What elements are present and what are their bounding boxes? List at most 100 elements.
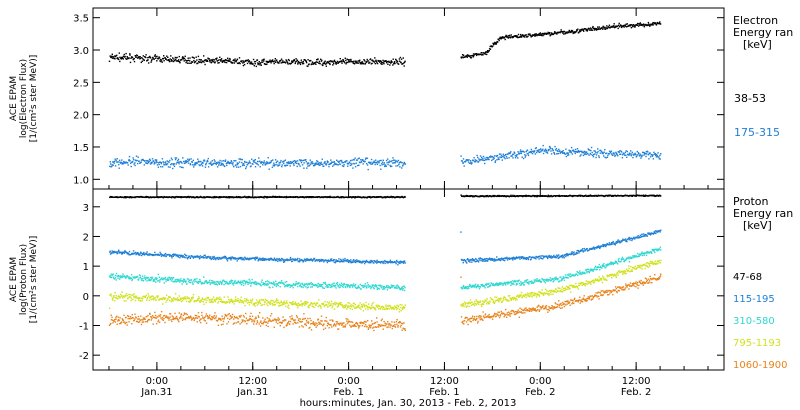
data-point bbox=[189, 57, 191, 59]
data-point bbox=[226, 59, 228, 62]
data-point bbox=[175, 279, 177, 281]
data-point bbox=[606, 265, 608, 267]
data-point bbox=[292, 61, 294, 64]
data-point bbox=[588, 272, 590, 274]
data-point bbox=[526, 282, 528, 284]
data-point bbox=[467, 195, 470, 197]
data-point bbox=[361, 262, 363, 264]
data-point bbox=[151, 278, 153, 280]
data-point bbox=[547, 257, 549, 260]
data-point bbox=[230, 279, 232, 281]
data-point bbox=[637, 154, 639, 156]
data-point bbox=[120, 251, 122, 254]
data-point bbox=[563, 277, 565, 279]
data-point bbox=[564, 31, 566, 33]
data-point bbox=[259, 166, 261, 168]
data-point bbox=[559, 31, 561, 34]
data-point bbox=[507, 195, 509, 197]
data-point bbox=[381, 285, 383, 287]
data-point bbox=[199, 257, 201, 259]
data-point bbox=[534, 34, 537, 36]
data-point bbox=[187, 278, 189, 280]
data-point bbox=[394, 159, 396, 161]
data-point bbox=[256, 256, 258, 258]
data-point bbox=[504, 38, 506, 41]
data-point bbox=[318, 163, 320, 166]
data-point bbox=[464, 286, 466, 288]
data-point bbox=[543, 255, 546, 258]
data-point bbox=[649, 234, 652, 236]
data-point bbox=[118, 58, 120, 61]
data-point bbox=[247, 281, 249, 284]
data-point bbox=[571, 251, 573, 253]
data-point bbox=[360, 261, 362, 263]
data-point bbox=[474, 161, 477, 163]
data-point bbox=[245, 166, 248, 168]
data-point bbox=[257, 63, 259, 66]
data-point bbox=[465, 261, 467, 263]
data-point bbox=[566, 32, 568, 34]
data-point bbox=[310, 63, 313, 65]
data-point bbox=[539, 279, 541, 281]
data-point bbox=[582, 154, 585, 157]
data-point bbox=[560, 255, 563, 257]
data-point bbox=[310, 59, 312, 62]
data-point bbox=[332, 259, 334, 262]
data-point bbox=[466, 288, 469, 290]
data-point bbox=[134, 162, 136, 164]
data-point bbox=[246, 62, 249, 65]
data-point bbox=[396, 260, 398, 263]
data-point bbox=[488, 286, 490, 288]
data-point bbox=[569, 151, 571, 153]
data-point bbox=[295, 196, 298, 198]
data-point bbox=[267, 282, 269, 285]
data-point bbox=[504, 259, 506, 262]
data-point bbox=[519, 282, 521, 285]
data-point bbox=[207, 57, 209, 59]
data-point bbox=[115, 272, 118, 275]
data-point bbox=[511, 257, 513, 260]
data-point bbox=[243, 164, 245, 166]
data-point bbox=[218, 164, 220, 166]
data-point bbox=[262, 164, 264, 166]
data-point bbox=[385, 62, 388, 64]
data-point bbox=[396, 259, 398, 262]
data-point bbox=[387, 285, 389, 287]
data-point bbox=[531, 280, 533, 282]
data-point bbox=[140, 159, 143, 161]
data-point bbox=[124, 276, 126, 278]
data-point bbox=[147, 161, 149, 163]
data-point bbox=[297, 196, 299, 199]
data-point bbox=[121, 56, 123, 59]
data-point bbox=[328, 60, 330, 62]
data-point bbox=[352, 283, 355, 285]
data-point bbox=[174, 60, 176, 62]
data-point bbox=[529, 34, 532, 37]
data-point bbox=[142, 55, 144, 57]
data-point bbox=[396, 287, 399, 289]
data-point bbox=[596, 28, 598, 30]
data-point bbox=[550, 150, 552, 152]
data-point bbox=[475, 53, 477, 55]
data-point bbox=[382, 287, 384, 289]
data-point bbox=[324, 283, 327, 285]
data-point bbox=[376, 163, 379, 165]
data-point bbox=[291, 260, 293, 263]
data-point bbox=[142, 58, 144, 60]
data-point bbox=[613, 23, 615, 25]
data-point bbox=[646, 235, 649, 237]
data-point bbox=[596, 268, 598, 271]
data-point bbox=[360, 159, 362, 161]
data-point bbox=[466, 262, 468, 264]
data-point bbox=[395, 286, 397, 289]
data-point bbox=[181, 280, 183, 282]
data-point bbox=[513, 257, 515, 259]
data-point bbox=[195, 256, 197, 258]
data-point bbox=[269, 59, 271, 61]
data-point bbox=[586, 270, 588, 273]
data-point bbox=[387, 63, 389, 65]
data-point bbox=[596, 28, 598, 31]
data-point bbox=[241, 161, 243, 164]
data-point bbox=[124, 55, 126, 58]
data-point bbox=[603, 155, 605, 157]
